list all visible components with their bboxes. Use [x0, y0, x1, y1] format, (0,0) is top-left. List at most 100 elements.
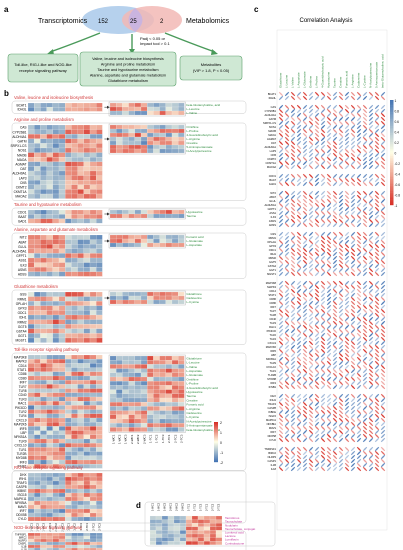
correlation-mark — [332, 376, 338, 382]
correlation-mark — [308, 376, 314, 382]
correlation-gene-label: CKMT2 — [267, 157, 276, 161]
panel-d-cell — [215, 530, 223, 535]
colorbar-b-segment — [214, 459, 218, 461]
colorbar-b-segment — [214, 453, 218, 455]
heatmap-cell — [89, 504, 97, 510]
metabolite-label: Creatine — [186, 398, 198, 402]
correlation-mark — [374, 136, 380, 142]
correlation-mark — [308, 433, 314, 439]
correlation-mark — [320, 255, 326, 261]
heatmap-cell — [46, 180, 53, 185]
heatmap-cell — [89, 296, 97, 302]
heatmap-cell — [27, 262, 35, 268]
heatmap-cell — [40, 166, 47, 172]
panel-d-cell — [155, 523, 163, 527]
colorbar-c-segment — [390, 140, 394, 143]
correlation-mark — [374, 308, 380, 314]
correlation-mark — [374, 214, 380, 220]
heatmap-cell — [89, 484, 97, 490]
correlation-mark — [362, 280, 368, 286]
gene-label: CAS — [20, 126, 27, 130]
correlation-mark — [326, 259, 332, 265]
heatmap-cell — [71, 189, 78, 195]
metabolite-cell — [147, 402, 154, 407]
metabolite-cell — [171, 238, 179, 244]
correlation-mark — [338, 160, 344, 166]
gene-label: DDX58 — [16, 513, 27, 517]
metabolite-cell — [134, 381, 142, 386]
heatmap-cell — [77, 143, 84, 149]
metabolite-cell — [128, 291, 135, 297]
metabolite-cell — [147, 132, 154, 138]
heatmap-cell — [77, 508, 84, 514]
correlation-mark — [290, 140, 296, 146]
heatmap-cell — [96, 472, 103, 478]
correlation-mark — [302, 148, 308, 154]
heatmap-cell — [71, 180, 78, 185]
metabolite-cell — [159, 148, 166, 154]
metabolite-cell — [140, 376, 148, 382]
correlation-mark — [374, 336, 380, 342]
correlation-mark — [344, 202, 350, 208]
metabolite-cell — [134, 423, 142, 428]
correlation-mark — [302, 356, 308, 362]
panel-d-cell — [161, 537, 169, 542]
correlation-mark — [314, 255, 320, 261]
correlation-mark — [356, 263, 362, 269]
venn-arrow-left — [49, 32, 101, 53]
correlation-mark — [374, 218, 380, 224]
correlation-mark — [308, 454, 314, 460]
heatmap-cell — [77, 157, 84, 162]
heatmap-cell — [65, 262, 72, 268]
heatmap-cell — [58, 363, 66, 368]
metabolite-cell — [147, 368, 154, 373]
correlation-mark — [302, 239, 308, 245]
correlation-mark — [320, 177, 326, 183]
heatmap-cell — [40, 500, 47, 506]
heatmap-cell — [58, 535, 66, 540]
heatmap-cell — [71, 380, 78, 385]
correlation-mark — [290, 288, 296, 294]
panel-d-cell — [155, 533, 163, 538]
correlation-gene-label: OAT — [271, 141, 277, 145]
heatmap-cell — [52, 363, 60, 368]
correlation-mark — [350, 393, 356, 399]
correlation-mark — [362, 380, 368, 386]
correlation-mark — [350, 340, 356, 346]
heatmap-cell — [65, 129, 72, 135]
correlation-mark — [296, 267, 302, 273]
panel-d-cell — [155, 530, 163, 535]
correlation-mark — [332, 384, 338, 390]
colorbar-b-segment — [214, 429, 218, 431]
heatmap-cell — [65, 152, 72, 158]
heatmap-cell — [46, 476, 53, 482]
heatmap-cell — [27, 504, 35, 510]
correlation-gene-label: GSTA4 — [268, 264, 277, 268]
correlation-mark — [362, 198, 368, 204]
heatmap-cell — [71, 271, 78, 277]
heatmap-cell — [52, 129, 60, 135]
heatmap-cell — [65, 544, 72, 549]
correlation-mark — [356, 140, 362, 146]
correlation-mark — [326, 368, 332, 374]
heatmap-cell — [27, 455, 35, 461]
heatmap-cell — [40, 291, 47, 297]
heatmap-cell — [40, 384, 47, 389]
heatmap-cell — [46, 161, 53, 167]
correlation-mark — [284, 177, 290, 183]
correlation-mark — [338, 421, 344, 427]
correlation-mark — [284, 433, 290, 439]
correlation-mark — [278, 140, 284, 146]
metabolite-cell — [122, 368, 129, 373]
correlation-mark — [296, 397, 302, 403]
correlation-mark — [278, 214, 284, 220]
panel-d-cell — [161, 526, 169, 531]
panel-d-cell — [209, 533, 217, 538]
metabolite-cell — [153, 418, 160, 424]
metabolite-cell — [147, 423, 154, 428]
correlation-gene-label: CASP8 — [267, 406, 276, 410]
heatmap-cell — [52, 134, 60, 139]
metabolite-cell — [153, 132, 160, 138]
metabolite-cell — [178, 295, 185, 301]
correlation-mark — [326, 352, 332, 358]
